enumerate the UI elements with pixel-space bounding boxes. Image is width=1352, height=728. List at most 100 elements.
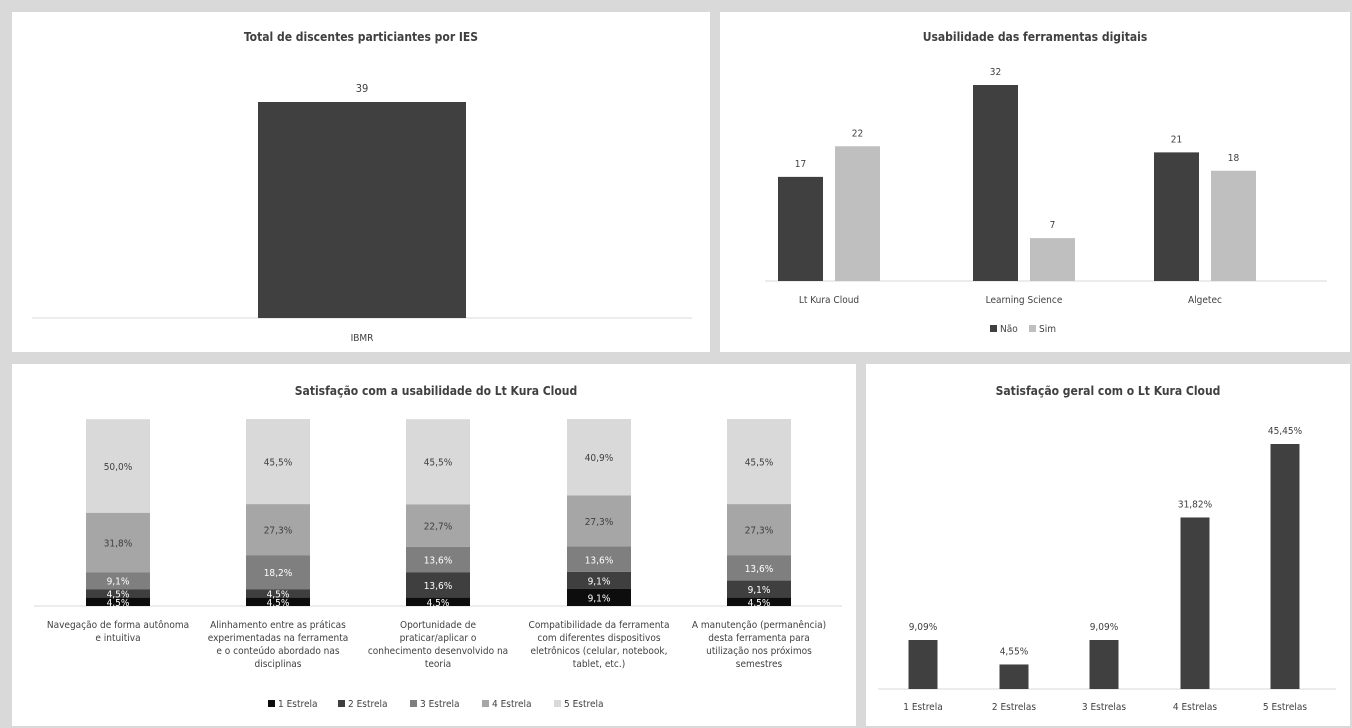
data-label: 31,8% xyxy=(104,538,133,549)
x-tick-label: semestres xyxy=(736,659,783,670)
x-tick-label: praticar/aplicar o xyxy=(400,633,477,644)
data-label: 9,1% xyxy=(107,577,130,588)
stack-segment-4-estrela xyxy=(246,504,310,556)
chart-total-discentes: Total de discentes particiantes por IES 3… xyxy=(32,30,692,344)
legend-swatch xyxy=(410,700,417,707)
stack-segment-3-estrela xyxy=(246,555,310,590)
data-label: 39 xyxy=(356,82,369,95)
x-tick-label: 3 Estrelas xyxy=(1082,702,1127,713)
data-label: 45,5% xyxy=(264,458,293,469)
data-label: 45,45% xyxy=(1268,426,1303,437)
chart-usabilidade-ferramentas: Usabilidade das ferramentas digitais 17 22… xyxy=(765,30,1327,335)
stack-segment-2-estrela xyxy=(406,572,470,598)
stack-segment-3-estrela xyxy=(727,555,791,581)
stack-segment-3-estrela xyxy=(406,546,470,573)
x-tick-label: conhecimento desenvolvido na xyxy=(368,646,508,657)
data-label: 27,3% xyxy=(745,526,774,537)
data-label: 4,5% xyxy=(267,589,290,600)
stack-segment-2-estrela xyxy=(727,580,791,598)
legend-label: Não xyxy=(1000,324,1018,335)
data-label: 18 xyxy=(1228,153,1240,164)
chart-title: Satisfação com a usabilidade do Lt Kura … xyxy=(295,384,577,398)
bar-sim-0 xyxy=(835,146,880,281)
chart-panel-total-discentes: Total de discentes particiantes por IES 3… xyxy=(12,12,710,352)
chart-title: Usabilidade das ferramentas digitais xyxy=(923,30,1148,44)
x-tick-label: disciplinas xyxy=(255,659,302,670)
legend-swatch xyxy=(482,700,489,707)
stack-segment-5-estrela xyxy=(727,419,791,505)
bar-nao-2 xyxy=(1154,152,1199,281)
stack-segment-5-estrela xyxy=(406,419,470,505)
data-label: 27,3% xyxy=(264,526,293,537)
legend-label: 3 Estrela xyxy=(420,699,460,710)
bar-nao-1 xyxy=(973,85,1018,281)
stack-segment-4-estrela xyxy=(567,495,631,547)
legend-label: Sim xyxy=(1039,324,1056,335)
x-tick-label: e intuitiva xyxy=(95,633,140,644)
chart-satisfacao-usabilidade: Satisfação com a usabilidade do Lt Kura … xyxy=(34,384,842,710)
chart-title: Total de discentes particiantes por IES xyxy=(244,30,478,44)
data-label: 45,5% xyxy=(745,458,774,469)
bar-ibmr xyxy=(258,102,466,318)
data-label: 9,09% xyxy=(909,622,938,633)
x-tick-label: A manutenção (permanência) xyxy=(692,619,826,631)
data-label: 13,6% xyxy=(424,581,453,592)
legend-swatch xyxy=(338,700,345,707)
x-tick-label: Oportunidade de xyxy=(400,620,476,631)
x-tick-label: Alinhamento entre as práticas xyxy=(210,619,346,631)
stack-segment-2-estrela xyxy=(246,589,310,598)
data-label: 22 xyxy=(852,128,863,139)
data-label: 13,6% xyxy=(424,555,453,566)
bar-1-estrelas xyxy=(908,640,938,689)
bar-sim-1 xyxy=(1030,238,1075,281)
x-tick-label: experimentadas na ferramenta xyxy=(208,633,349,644)
data-label: 7 xyxy=(1050,220,1056,231)
data-label: 17 xyxy=(795,159,806,170)
x-tick-label: Algetec xyxy=(1188,295,1222,306)
x-tick-label: eletrônicos (celular, notebook, xyxy=(531,645,668,657)
chart-satisfacao-geral: Satisfação geral com o Lt Kura Cloud 9,09… xyxy=(878,384,1336,713)
bar-sim-2 xyxy=(1211,170,1256,281)
data-label: 45,5% xyxy=(424,458,453,469)
x-tick-label: tablet, etc.) xyxy=(573,659,625,670)
bar-3-estrelas xyxy=(1089,640,1119,689)
data-label: 31,82% xyxy=(1178,499,1213,510)
data-label: 9,1% xyxy=(588,576,611,587)
x-tick-label: Navegação de forma autônoma xyxy=(47,619,189,631)
x-tick-label: com diferentes dispositivos xyxy=(537,633,660,644)
x-tick-label: desta ferramenta para xyxy=(708,633,810,644)
data-label: 27,3% xyxy=(585,517,614,528)
stack-segment-1-estrela xyxy=(406,597,470,606)
chart-title: Satisfação geral com o Lt Kura Cloud xyxy=(996,384,1221,398)
data-label: 13,6% xyxy=(745,564,774,575)
stack-segment-2-estrela xyxy=(86,589,150,598)
x-tick-label: teoria xyxy=(425,659,451,670)
bar-4-estrelas xyxy=(1180,517,1210,689)
data-label: 22,7% xyxy=(424,521,453,532)
chart-panel-satisfacao-geral: Satisfação geral com o Lt Kura Cloud 9,09… xyxy=(866,364,1350,726)
stack-segment-3-estrela xyxy=(567,546,631,572)
stack-segment-3-estrela xyxy=(86,572,150,590)
stack-segment-1-estrela xyxy=(727,597,791,606)
x-tick-label: Learning Science xyxy=(986,295,1063,306)
data-label: 4,5% xyxy=(107,598,130,609)
x-tick-label: utilização nos próximos xyxy=(706,645,812,657)
x-tick-label: IBMR xyxy=(351,333,374,344)
stack-segment-4-estrela xyxy=(727,504,791,556)
x-tick-label: e o conteúdo abordado nas xyxy=(216,645,340,657)
stack-segment-4-estrela xyxy=(86,512,150,573)
x-tick-label: 1 Estrela xyxy=(903,702,943,713)
data-label: 4,55% xyxy=(1000,646,1029,657)
stack-segment-1-estrela xyxy=(86,597,150,606)
legend-swatch xyxy=(990,325,997,332)
stack-segment-5-estrela xyxy=(86,419,150,513)
data-label: 13,6% xyxy=(585,555,614,566)
stack-segment-2-estrela xyxy=(567,571,631,589)
stack-segment-1-estrela xyxy=(567,588,631,606)
legend-label: 2 Estrela xyxy=(348,699,388,710)
x-tick-label: 2 Estrelas xyxy=(992,702,1037,713)
legend-label: 1 Estrela xyxy=(278,699,318,710)
data-label: 4,5% xyxy=(267,598,290,609)
stack-segment-4-estrela xyxy=(406,504,470,547)
data-label: 9,1% xyxy=(588,593,611,604)
